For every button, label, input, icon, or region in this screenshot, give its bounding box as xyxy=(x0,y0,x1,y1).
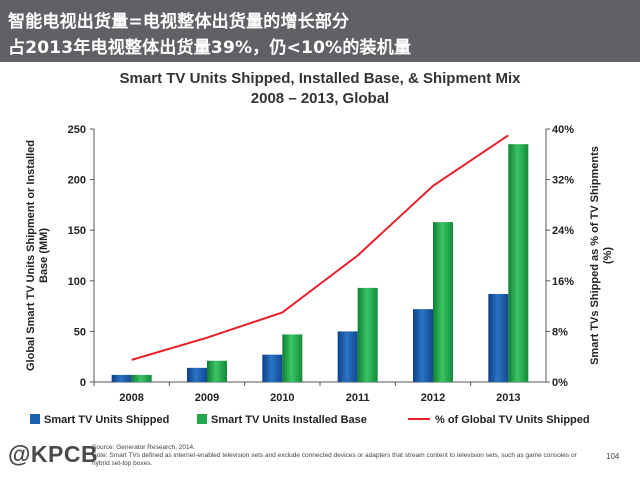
bar-installed-2012 xyxy=(433,222,453,382)
y-tick-label-left: 50 xyxy=(74,326,86,338)
legend-shipped: Smart TV Units Shipped xyxy=(30,414,169,426)
y-axis-right-title: Smart TVs Shipped as % of TV Shipments(%… xyxy=(589,146,614,365)
legend-label-percent: % of Global TV Units Shipped xyxy=(435,414,590,426)
bar-installed-2010 xyxy=(282,334,303,382)
chart-title: Smart TV Units Shipped, Installed Base, … xyxy=(119,70,521,87)
y-tick-label-right: 0% xyxy=(552,377,568,389)
bar-shipped-2013 xyxy=(488,293,509,382)
x-tick-label: 2008 xyxy=(119,392,143,404)
legend-swatch-percent xyxy=(408,418,430,420)
x-tick-label: 2013 xyxy=(496,392,520,404)
header-line-1: 智能电视出货量=电视整体出货量的增长部分 xyxy=(8,12,350,32)
source-note: Source: Generator Research, 2014. xyxy=(92,444,195,451)
legend-label-installed: Smart TV Units Installed Base xyxy=(211,414,367,426)
x-tick-label: 2012 xyxy=(421,392,445,404)
y-tick-label-right: 24% xyxy=(552,225,574,237)
y-tick-label-right: 40% xyxy=(552,124,574,136)
chart-line-layer xyxy=(131,134,509,361)
chart-axes xyxy=(90,128,550,386)
chart-subtitle: 2008 – 2013, Global xyxy=(250,90,390,107)
y-tick-label-left: 0 xyxy=(80,377,86,389)
legend-swatch-installed xyxy=(197,414,207,424)
bar-shipped-2011 xyxy=(337,331,358,382)
chart-bars xyxy=(111,144,529,382)
page-number: 104 xyxy=(606,452,620,461)
bar-installed-2008 xyxy=(131,374,152,382)
bar-shipped-2008 xyxy=(111,374,132,382)
bar-installed-2011 xyxy=(357,287,378,382)
percent-shipped-line xyxy=(131,134,509,361)
brand-logo: @KPCB xyxy=(8,441,99,467)
x-tick-label: 2009 xyxy=(195,392,219,404)
legend-swatch-shipped xyxy=(30,414,40,424)
y-tick-label-left: 150 xyxy=(68,225,86,237)
header-banner: 智能电视出货量=电视整体出货量的增长部分 占2013年电视整体出货量39%，仍<… xyxy=(0,0,640,62)
x-tick-label: 2011 xyxy=(346,392,370,404)
legend-label-shipped: Smart TV Units Shipped xyxy=(44,414,170,426)
bar-installed-2013 xyxy=(508,144,529,382)
definition-note: Note: Smart TVs defined as internet-enab… xyxy=(92,452,577,467)
y-tick-label-left: 200 xyxy=(68,175,86,187)
legend-installed: Smart TV Units Installed Base xyxy=(197,414,367,426)
legend-percent: % of Global TV Units Shipped xyxy=(408,414,590,426)
y-tick-label-right: 32% xyxy=(552,175,574,187)
y-tick-label-left: 250 xyxy=(68,124,86,136)
chart-labels: 0 50 100 150 200 250 0% 8% 16% 24% 32% 40% 2008 2009 2… xyxy=(25,124,614,404)
bar-shipped-2012 xyxy=(413,309,433,382)
y-axis-left-title: Global Smart TV Units Shipment or Instal… xyxy=(25,140,50,371)
x-tick-label: 2010 xyxy=(270,392,294,404)
bar-shipped-2010 xyxy=(262,354,283,382)
bar-installed-2009 xyxy=(207,360,227,382)
y-tick-label-right: 8% xyxy=(552,326,568,338)
bar-shipped-2009 xyxy=(187,367,207,382)
y-tick-label-left: 100 xyxy=(68,276,86,288)
y-tick-label-right: 16% xyxy=(552,276,574,288)
header-line-2: 占2013年电视整体出货量39%，仍<10%的装机量 xyxy=(8,38,412,58)
